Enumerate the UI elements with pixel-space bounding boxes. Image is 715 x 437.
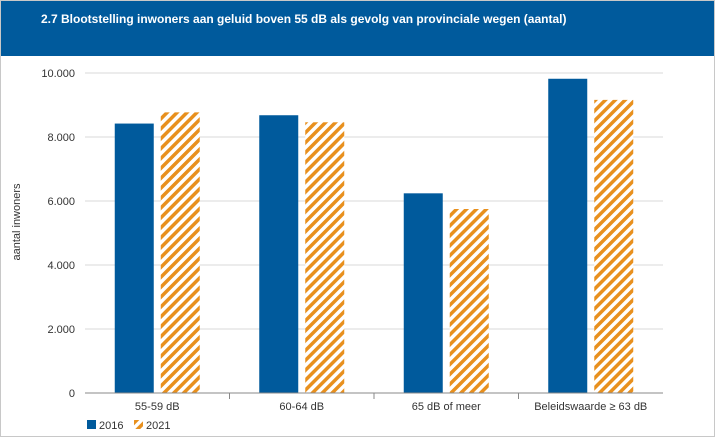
x-tick-label: 60-64 dB xyxy=(279,401,324,413)
y-tick-label: 10.000 xyxy=(41,68,75,80)
bar-2016 xyxy=(548,78,588,393)
y-axis-label: aantal inwoners xyxy=(11,183,23,261)
bar-2021 xyxy=(594,99,634,393)
x-tick-label: Beleidswaarde ≥ 63 dB xyxy=(534,401,647,413)
y-tick-label: 2.000 xyxy=(47,324,75,336)
y-tick-label: 6.000 xyxy=(47,196,75,208)
x-tick-label: 55-59 dB xyxy=(135,401,180,413)
bar-2021 xyxy=(160,112,200,394)
legend-label-2021: 2021 xyxy=(146,420,170,432)
chart-title: 2.7 Blootstelling inwoners aan geluid bo… xyxy=(41,12,567,26)
x-axis: 55-59 dB 60-64 dB 65 dB of meer Beleidswaar… xyxy=(85,392,663,413)
legend-swatch-2021 xyxy=(134,420,143,429)
chart-header: 2.7 Blootstelling inwoners aan geluid bo… xyxy=(1,1,714,56)
y-tick-label: 8.000 xyxy=(47,132,75,144)
bar-2016 xyxy=(114,123,154,393)
y-tick-label: 0 xyxy=(69,388,75,400)
legend-swatch-2016 xyxy=(87,420,96,429)
bar-2021 xyxy=(449,209,489,393)
bar-2016 xyxy=(259,115,299,394)
y-axis: 0 2.000 4.000 6.000 8.000 10.000 xyxy=(41,68,75,400)
x-tick-label: 65 dB of meer xyxy=(412,401,481,413)
bar-2021 xyxy=(305,122,345,393)
bars xyxy=(114,78,634,394)
bar-2016 xyxy=(403,193,443,393)
legend-label-2016: 2016 xyxy=(99,420,123,432)
y-tick-label: 4.000 xyxy=(47,260,75,272)
legend: 2016 2021 xyxy=(87,420,170,432)
